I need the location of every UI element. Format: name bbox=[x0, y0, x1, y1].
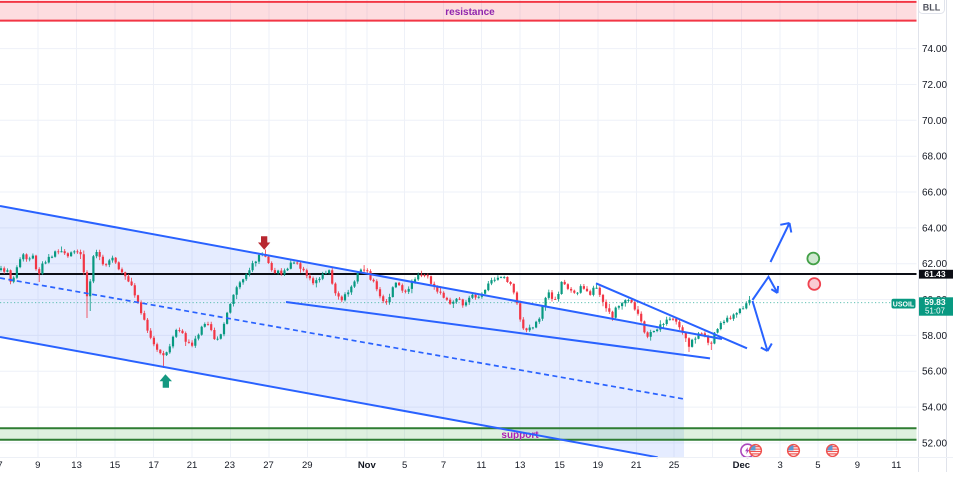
svg-text:61.43: 61.43 bbox=[924, 269, 946, 279]
svg-text:59.83: 59.83 bbox=[924, 297, 946, 307]
svg-text:7: 7 bbox=[441, 460, 446, 471]
svg-text:15: 15 bbox=[110, 460, 121, 471]
svg-text:5: 5 bbox=[815, 460, 820, 471]
svg-text:72.00: 72.00 bbox=[922, 80, 947, 91]
svg-text:Dec: Dec bbox=[733, 460, 750, 471]
svg-text:17: 17 bbox=[148, 460, 159, 471]
svg-text:19: 19 bbox=[593, 460, 604, 471]
svg-text:74.00: 74.00 bbox=[922, 44, 947, 55]
svg-text:3: 3 bbox=[778, 460, 783, 471]
svg-text:23: 23 bbox=[224, 460, 235, 471]
svg-text:11: 11 bbox=[476, 460, 486, 471]
svg-text:25: 25 bbox=[669, 460, 680, 471]
svg-text:5: 5 bbox=[402, 460, 407, 471]
svg-text:13: 13 bbox=[515, 460, 526, 471]
svg-text:66.00: 66.00 bbox=[922, 188, 947, 199]
svg-text:64.00: 64.00 bbox=[922, 223, 947, 234]
svg-text:BLL: BLL bbox=[923, 3, 941, 13]
svg-text:51:07: 51:07 bbox=[925, 307, 946, 316]
svg-text:52.00: 52.00 bbox=[922, 438, 947, 449]
svg-text:56.00: 56.00 bbox=[922, 367, 947, 378]
svg-text:54.00: 54.00 bbox=[922, 403, 947, 414]
svg-text:7: 7 bbox=[0, 460, 3, 471]
svg-text:9: 9 bbox=[35, 460, 40, 471]
svg-text:resistance: resistance bbox=[445, 7, 495, 18]
svg-text:9: 9 bbox=[855, 460, 860, 471]
svg-text:Nov: Nov bbox=[358, 460, 377, 471]
svg-text:USOIL: USOIL bbox=[893, 301, 915, 308]
svg-text:support: support bbox=[501, 430, 539, 441]
svg-text:29: 29 bbox=[302, 460, 313, 471]
svg-text:21: 21 bbox=[631, 460, 642, 471]
svg-text:11: 11 bbox=[891, 460, 901, 471]
svg-text:21: 21 bbox=[187, 460, 198, 471]
svg-text:68.00: 68.00 bbox=[922, 152, 947, 163]
svg-text:70.00: 70.00 bbox=[922, 116, 947, 127]
svg-text:27: 27 bbox=[263, 460, 274, 471]
svg-text:13: 13 bbox=[71, 460, 82, 471]
svg-text:62.00: 62.00 bbox=[922, 259, 947, 270]
svg-text:15: 15 bbox=[554, 460, 565, 471]
svg-text:58.00: 58.00 bbox=[922, 331, 947, 342]
